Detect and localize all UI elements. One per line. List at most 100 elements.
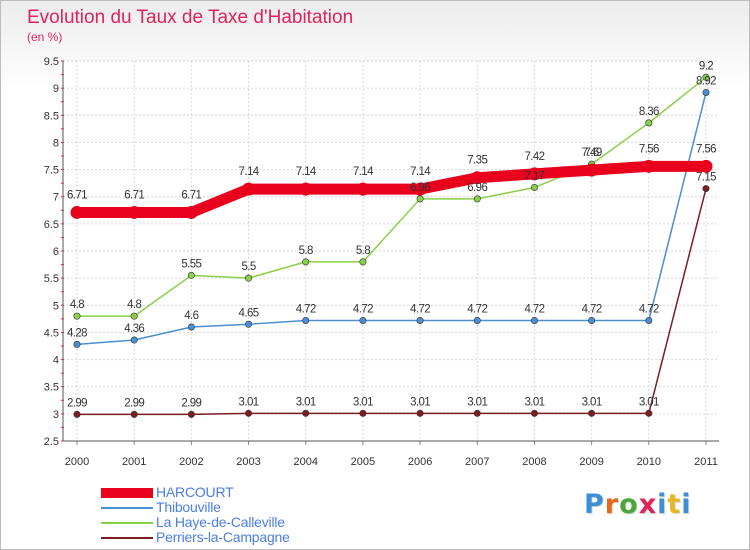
data-label: 6.71 <box>67 189 87 201</box>
data-label: 7.56 <box>696 143 716 155</box>
data-point <box>702 73 710 81</box>
y-tick-label: 6 <box>53 246 59 258</box>
data-point <box>359 316 367 324</box>
data-label: 7.6 <box>585 147 599 159</box>
y-tick-label: 9.5 <box>44 56 59 68</box>
data-point <box>130 410 138 418</box>
data-point <box>642 159 656 173</box>
x-tick-label: 2005 <box>351 456 375 468</box>
data-point <box>73 312 81 320</box>
data-point <box>645 119 653 127</box>
legend-label: La Haye-de-Calleville <box>156 514 285 530</box>
data-label: 6.96 <box>410 182 430 194</box>
data-point <box>473 195 481 203</box>
data-point <box>702 185 710 193</box>
data-label: 9.2 <box>699 60 713 72</box>
y-tick-label: 4.5 <box>44 327 59 339</box>
data-point <box>245 274 253 282</box>
data-label: 4.8 <box>70 299 84 311</box>
legend-item: HARCOURT <box>101 484 361 500</box>
data-point <box>588 409 596 417</box>
data-label: 2.99 <box>181 397 201 409</box>
data-point <box>473 316 481 324</box>
data-point <box>187 410 195 418</box>
data-label: 7.14 <box>239 166 260 178</box>
data-point <box>588 316 596 324</box>
x-tick-label: 2007 <box>465 456 489 468</box>
legend-swatch <box>101 537 153 539</box>
data-point <box>127 205 141 219</box>
data-label: 3.01 <box>296 396 316 408</box>
y-tick-label: 8 <box>53 137 59 149</box>
x-tick-label: 2004 <box>293 456 317 468</box>
data-point <box>530 183 538 191</box>
data-label: 7.35 <box>467 155 487 167</box>
x-tick-label: 2010 <box>637 456 661 468</box>
legend-swatch <box>101 522 153 524</box>
y-tick-label: 5.5 <box>44 273 59 285</box>
data-label: 7.14 <box>410 166 431 178</box>
data-label: 6.96 <box>467 182 487 194</box>
y-tick-label: 2.5 <box>44 436 59 448</box>
y-tick-label: 8.5 <box>44 110 59 122</box>
data-point <box>184 205 198 219</box>
data-label: 4.72 <box>639 303 659 315</box>
chart-title: Evolution du Taux de Taxe d'Habitation <box>27 7 354 28</box>
series-line-3 <box>76 187 707 416</box>
data-point <box>470 171 484 185</box>
data-label: 3.01 <box>410 396 430 408</box>
data-label: 7.15 <box>696 172 716 184</box>
x-tick-label: 2006 <box>408 456 432 468</box>
data-label: 4.72 <box>353 303 373 315</box>
legend-label: Perriers-la-Campagne <box>156 529 290 545</box>
x-tick-label: 2009 <box>579 456 603 468</box>
y-tick-label: 6.5 <box>44 219 59 231</box>
data-point <box>302 409 310 417</box>
y-tick-label: 4 <box>53 355 59 367</box>
legend: HARCOURT Thibouville La Haye-de-Calleville… <box>101 484 361 545</box>
data-label: 4.28 <box>67 327 87 339</box>
data-point <box>527 167 541 181</box>
data-point <box>413 182 427 196</box>
y-tick-label: 9 <box>53 83 59 95</box>
y-tick-label: 3.5 <box>44 382 59 394</box>
data-label: 8.92 <box>696 75 716 87</box>
legend-swatch <box>101 507 153 509</box>
data-label: 4.72 <box>582 303 602 315</box>
data-label: 6.71 <box>181 189 201 201</box>
data-label: 7.42 <box>524 151 544 163</box>
brand-logo: Proxiti <box>584 489 692 520</box>
data-point <box>416 195 424 203</box>
data-label: 3.01 <box>639 396 659 408</box>
series-line-1 <box>76 91 707 346</box>
data-point <box>359 409 367 417</box>
data-label: 2.99 <box>124 397 144 409</box>
x-tick-label: 2002 <box>179 456 203 468</box>
series-line-2 <box>76 76 707 317</box>
data-point <box>73 340 81 348</box>
data-point <box>302 258 310 266</box>
data-point <box>245 409 253 417</box>
data-point <box>530 316 538 324</box>
data-label: 5.5 <box>241 261 255 273</box>
data-label: 3.01 <box>467 396 487 408</box>
data-point <box>356 182 370 196</box>
data-point <box>416 409 424 417</box>
data-point <box>245 320 253 328</box>
data-point <box>702 88 710 96</box>
data-label: 4.6 <box>184 310 198 322</box>
data-point <box>130 312 138 320</box>
legend-swatch <box>101 488 153 498</box>
data-label: 3.01 <box>582 396 602 408</box>
x-tick-label: 2003 <box>236 456 260 468</box>
data-label: 7.14 <box>353 166 374 178</box>
data-label: 3.01 <box>353 396 373 408</box>
data-point <box>645 409 653 417</box>
data-label: 6.71 <box>124 189 144 201</box>
data-label: 7.49 <box>582 147 602 159</box>
x-tick-label: 2001 <box>122 456 146 468</box>
data-label: 4.8 <box>127 299 141 311</box>
legend-item: La Haye-de-Calleville <box>101 514 361 530</box>
